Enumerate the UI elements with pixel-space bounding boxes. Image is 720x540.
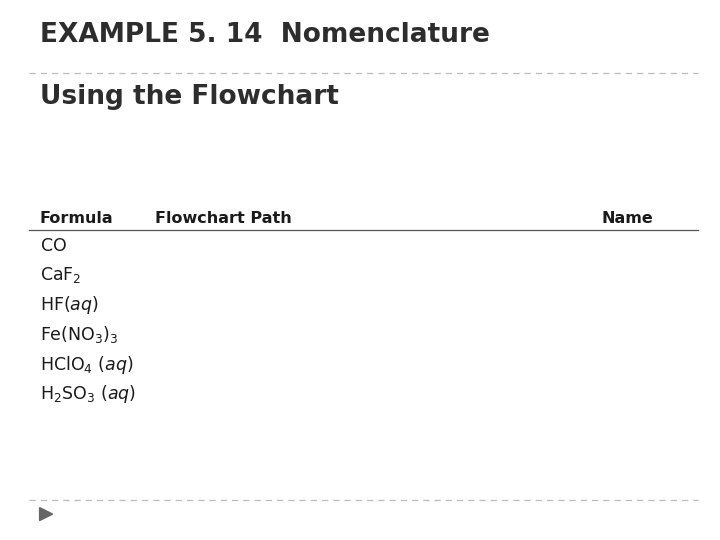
Text: $\mathdefault{HF(}\mathit{aq}\mathdefault{)}$: $\mathdefault{HF(}\mathit{aq}\mathdefaul… xyxy=(40,294,99,316)
Text: Flowchart Path: Flowchart Path xyxy=(155,211,292,226)
Text: $\mathdefault{CaF_2}$: $\mathdefault{CaF_2}$ xyxy=(40,265,81,286)
Text: $\mathdefault{H_2SO_3\ (}\mathit{aq}\mathdefault{)}$: $\mathdefault{H_2SO_3\ (}\mathit{aq}\mat… xyxy=(40,383,135,405)
Text: EXAMPLE 5. 14  Nomenclature: EXAMPLE 5. 14 Nomenclature xyxy=(40,22,490,48)
Text: $\mathdefault{HClO_4\ (}\mathit{aq}\mathdefault{)}$: $\mathdefault{HClO_4\ (}\mathit{aq}\math… xyxy=(40,354,133,375)
Text: Formula: Formula xyxy=(40,211,113,226)
Text: Name: Name xyxy=(601,211,653,226)
Polygon shape xyxy=(40,508,53,521)
Text: $\mathdefault{CO}$: $\mathdefault{CO}$ xyxy=(40,237,66,255)
Text: $\mathdefault{Fe(NO_3)_3}$: $\mathdefault{Fe(NO_3)_3}$ xyxy=(40,325,118,345)
Text: Using the Flowchart: Using the Flowchart xyxy=(40,84,338,110)
